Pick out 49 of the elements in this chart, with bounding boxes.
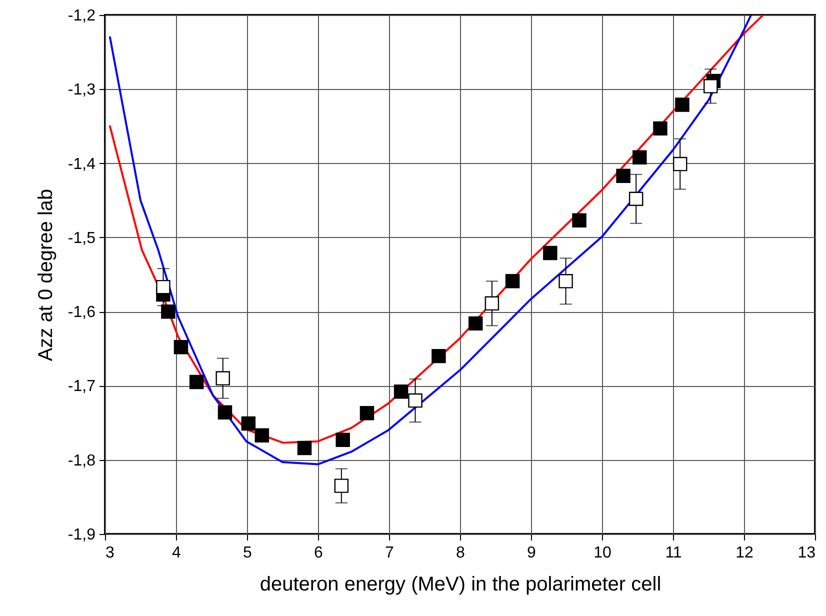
point — [632, 150, 647, 164]
point — [394, 384, 408, 399]
point — [704, 79, 718, 94]
x-tick-label: 4 — [172, 544, 182, 562]
point — [572, 213, 586, 228]
point — [672, 156, 688, 172]
point — [558, 274, 573, 288]
point — [675, 98, 690, 112]
y-tick-label: -1,6 — [68, 304, 96, 322]
point — [161, 304, 176, 319]
point — [484, 296, 500, 311]
point — [334, 478, 349, 493]
x-tick-label: 10 — [594, 544, 612, 562]
y-axis-title: Azz at 0 degree lab — [34, 188, 57, 362]
point — [336, 432, 350, 447]
point — [432, 348, 446, 364]
y-tick-label: -1,7 — [68, 378, 96, 396]
point — [653, 121, 668, 136]
y-tick-label: -1,5 — [68, 230, 96, 247]
point — [616, 168, 630, 184]
y-tick-label: -1,8 — [68, 452, 96, 470]
x-tick-label: 9 — [527, 544, 536, 562]
x-tick-label: 11 — [665, 544, 682, 562]
point — [218, 405, 232, 420]
y-tick-label: -1,2 — [68, 8, 96, 24]
y-tick-label: -1,3 — [68, 82, 96, 99]
x-tick-label: 3 — [106, 544, 114, 562]
point — [408, 393, 422, 408]
point — [254, 428, 270, 443]
point — [189, 374, 204, 390]
point — [297, 440, 312, 456]
point — [543, 246, 558, 260]
y-tick-label: -1,4 — [68, 156, 96, 173]
point — [216, 371, 230, 386]
point — [174, 340, 188, 354]
point — [505, 274, 520, 288]
y-tick-label: -1,9 — [68, 526, 96, 544]
point — [628, 192, 644, 206]
point — [156, 280, 170, 294]
x-axis-title: deuteron energy (MeV) in the polarimeter cell — [260, 574, 662, 596]
x-tick-label: 5 — [243, 544, 252, 562]
point — [241, 416, 256, 431]
x-tick-label: 6 — [314, 544, 324, 562]
point — [468, 316, 483, 331]
point — [360, 406, 374, 420]
x-tick-label: 12 — [736, 544, 754, 562]
x-tick-label: 7 — [385, 544, 394, 562]
x-tick-label: 13 — [798, 544, 816, 562]
x-tick-label: 8 — [456, 544, 466, 562]
